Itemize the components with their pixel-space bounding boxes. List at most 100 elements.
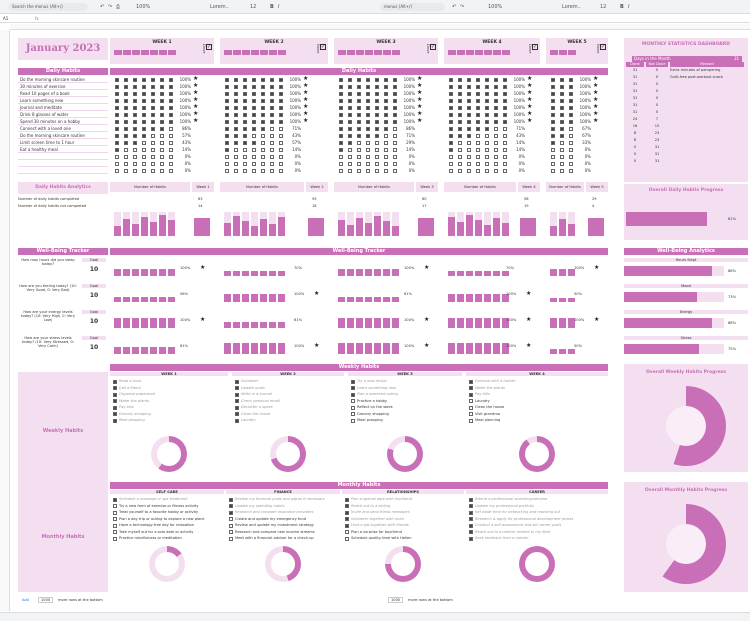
- italic-icon[interactable]: I: [278, 4, 280, 10]
- habit-checkbox[interactable]: [365, 126, 370, 131]
- weekly-checkbox[interactable]: [468, 405, 473, 410]
- habit-checkbox[interactable]: [466, 98, 471, 103]
- habit-checkbox[interactable]: [224, 91, 229, 96]
- habit-checkbox[interactable]: [260, 147, 265, 152]
- habit-checkbox[interactable]: [338, 126, 343, 131]
- habit-checkbox[interactable]: [383, 105, 388, 110]
- habit-checkbox[interactable]: [550, 91, 555, 96]
- habit-checkbox[interactable]: [114, 154, 119, 159]
- habit-checkbox[interactable]: [251, 126, 256, 131]
- habit-checkbox[interactable]: [356, 77, 361, 82]
- monthly-checkbox[interactable]: [344, 523, 349, 528]
- habit-checkbox[interactable]: [278, 140, 283, 145]
- weekly-checkbox[interactable]: [234, 418, 239, 423]
- habit-checkbox[interactable]: [251, 105, 256, 110]
- redo-icon-2[interactable]: ↷: [460, 4, 465, 10]
- habit-checkbox[interactable]: [150, 77, 155, 82]
- habit-checkbox[interactable]: [242, 84, 247, 89]
- habit-checkbox[interactable]: [224, 133, 229, 138]
- habit-checkbox[interactable]: [168, 119, 173, 124]
- habit-checkbox[interactable]: [132, 147, 137, 152]
- habit-checkbox[interactable]: [260, 112, 265, 117]
- habit-checkbox[interactable]: [159, 91, 164, 96]
- habit-checkbox[interactable]: [466, 168, 471, 173]
- habit-checkbox[interactable]: [475, 147, 480, 152]
- habit-checkbox[interactable]: [466, 154, 471, 159]
- habit-checkbox[interactable]: [260, 105, 265, 110]
- habit-checkbox[interactable]: [457, 147, 462, 152]
- habit-checkbox[interactable]: [150, 112, 155, 117]
- habit-checkbox[interactable]: [568, 140, 573, 145]
- monthly-checkbox[interactable]: [344, 504, 349, 508]
- habit-checkbox[interactable]: [132, 154, 137, 159]
- habit-checkbox[interactable]: [568, 119, 573, 124]
- habit-checkbox[interactable]: [132, 133, 137, 138]
- habit-checkbox[interactable]: [132, 98, 137, 103]
- habit-checkbox[interactable]: [484, 98, 489, 103]
- habit-checkbox[interactable]: [448, 126, 453, 131]
- habit-checkbox[interactable]: [392, 91, 397, 96]
- habit-checkbox[interactable]: [260, 91, 265, 96]
- habit-checkbox[interactable]: [356, 147, 361, 152]
- habit-checkbox[interactable]: [356, 98, 361, 103]
- habit-checkbox[interactable]: [356, 91, 361, 96]
- habit-checkbox[interactable]: [484, 147, 489, 152]
- habit-checkbox[interactable]: [448, 98, 453, 103]
- habit-checkbox[interactable]: [484, 154, 489, 159]
- habit-checkbox[interactable]: [475, 77, 480, 82]
- habit-checkbox[interactable]: [251, 140, 256, 145]
- habit-checkbox[interactable]: [233, 105, 238, 110]
- habit-checkbox[interactable]: [168, 112, 173, 117]
- add-rows-button[interactable]: Add: [22, 598, 29, 602]
- habit-checkbox[interactable]: [383, 154, 388, 159]
- habit-checkbox[interactable]: [568, 126, 573, 131]
- habit-checkbox[interactable]: [475, 105, 480, 110]
- weekly-checkbox[interactable]: [468, 418, 473, 423]
- formula-bar[interactable]: A1 fx: [0, 15, 750, 23]
- habit-checkbox[interactable]: [383, 77, 388, 82]
- habit-checkbox[interactable]: [123, 126, 128, 131]
- habit-checkbox[interactable]: [374, 77, 379, 82]
- habit-checkbox[interactable]: [365, 112, 370, 117]
- habit-checkbox[interactable]: [224, 112, 229, 117]
- habit-checkbox[interactable]: [278, 77, 283, 82]
- habit-checkbox[interactable]: [466, 112, 471, 117]
- font-select-2[interactable]: Lorem..: [562, 4, 581, 10]
- habit-checkbox[interactable]: [484, 77, 489, 82]
- habit-checkbox[interactable]: [374, 147, 379, 152]
- monthly-checkbox[interactable]: [468, 523, 473, 528]
- weekly-checkbox[interactable]: [112, 379, 117, 384]
- monthly-checkbox[interactable]: [228, 510, 233, 515]
- habit-checkbox[interactable]: [502, 84, 507, 89]
- weekly-checkbox[interactable]: [112, 405, 117, 410]
- habit-checkbox[interactable]: [383, 126, 388, 131]
- habit-checkbox[interactable]: [269, 119, 274, 124]
- habit-checkbox[interactable]: [233, 140, 238, 145]
- habit-checkbox[interactable]: [550, 98, 555, 103]
- habit-checkbox[interactable]: [493, 133, 498, 138]
- habit-checkbox[interactable]: [374, 119, 379, 124]
- habit-checkbox[interactable]: [233, 161, 238, 166]
- habit-checkbox[interactable]: [550, 147, 555, 152]
- habit-checkbox[interactable]: [123, 161, 128, 166]
- habit-checkbox[interactable]: [484, 161, 489, 166]
- habit-checkbox[interactable]: [559, 91, 564, 96]
- habit-checkbox[interactable]: [224, 154, 229, 159]
- habit-checkbox[interactable]: [484, 112, 489, 117]
- habit-checkbox[interactable]: [365, 154, 370, 159]
- habit-checkbox[interactable]: [466, 140, 471, 145]
- habit-checkbox[interactable]: [559, 119, 564, 124]
- zoom-select[interactable]: 100%: [136, 4, 151, 10]
- weekly-checkbox[interactable]: [234, 405, 239, 410]
- habit-checkbox[interactable]: [559, 126, 564, 131]
- habit-checkbox[interactable]: [338, 112, 343, 117]
- habit-checkbox[interactable]: [448, 119, 453, 124]
- habit-checkbox[interactable]: [475, 161, 480, 166]
- habit-checkbox[interactable]: [233, 112, 238, 117]
- habit-checkbox[interactable]: [568, 112, 573, 117]
- habit-checkbox[interactable]: [150, 154, 155, 159]
- habit-checkbox[interactable]: [168, 126, 173, 131]
- habit-checkbox[interactable]: [168, 161, 173, 166]
- habit-checkbox[interactable]: [493, 119, 498, 124]
- habit-checkbox[interactable]: [260, 133, 265, 138]
